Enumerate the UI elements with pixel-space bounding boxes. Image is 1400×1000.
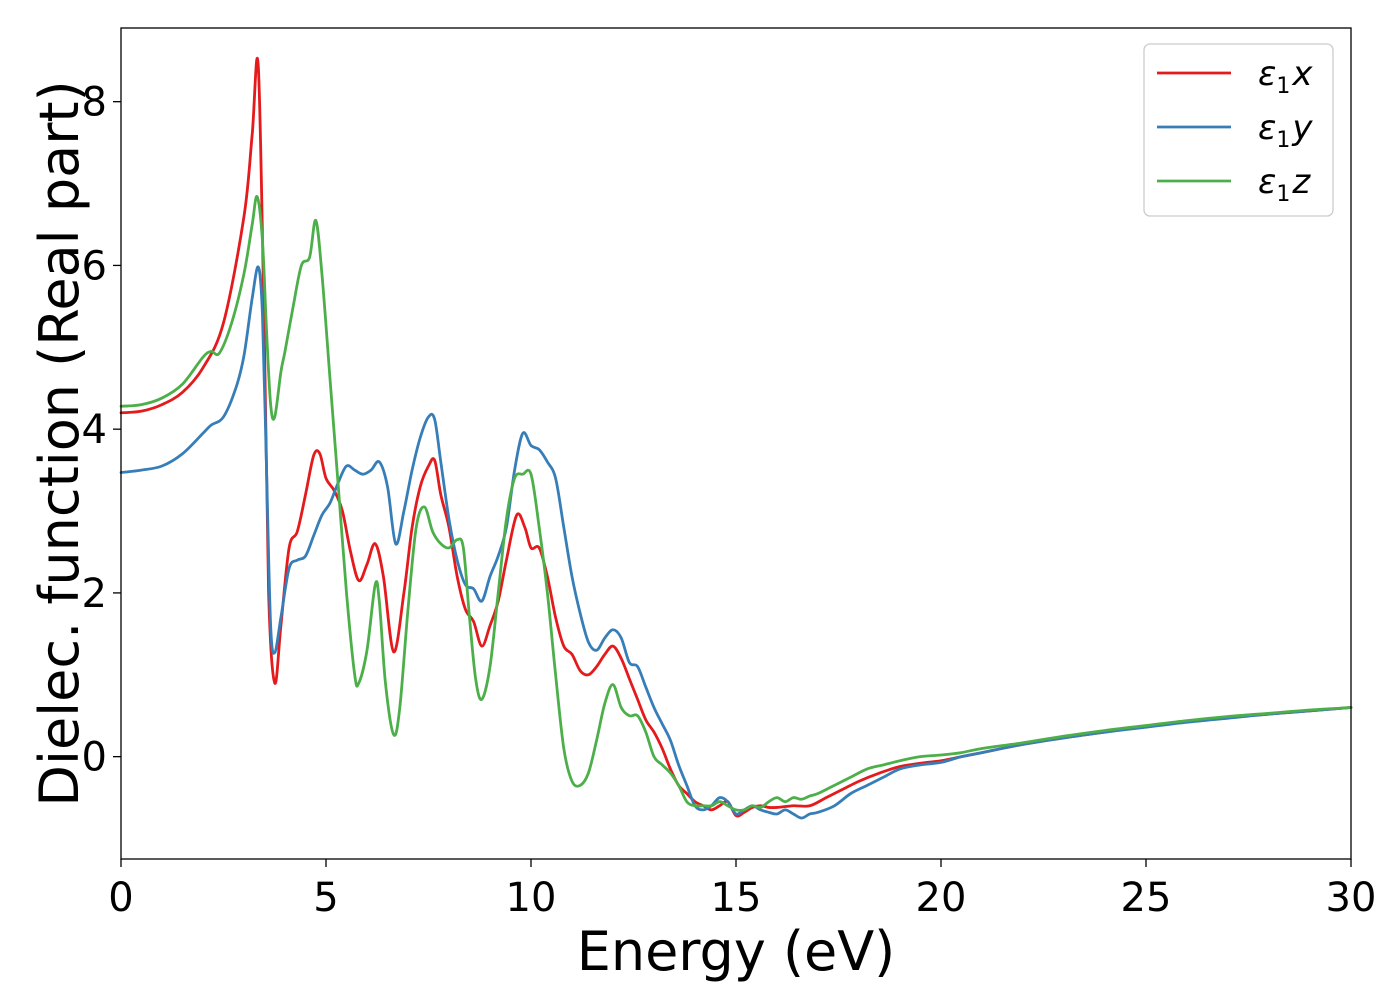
legend-label-y: ε1y (1258, 108, 1313, 153)
x-tick-label: 5 (313, 875, 338, 921)
y-axis-title: Dielec. function (Real part) (28, 80, 91, 806)
y-tick-label: 2 (82, 571, 107, 617)
legend-label-x: ε1x (1258, 54, 1313, 99)
y-axis: 0 2 4 6 8 (82, 80, 121, 781)
series-lines (119, 56, 1353, 820)
x-tick-label: 15 (711, 875, 762, 921)
legend-box (1143, 43, 1334, 217)
legend-label-z: ε1z (1258, 162, 1311, 207)
y-tick-label: 4 (82, 407, 107, 453)
x-tick-label: 0 (108, 875, 133, 921)
y-tick-label: 8 (82, 80, 107, 126)
series-line-x (119, 56, 1353, 818)
x-tick-label: 10 (506, 875, 557, 921)
x-tick-label: 20 (916, 875, 967, 921)
x-axis: 0 5 10 15 20 25 30 (108, 859, 1376, 921)
y-tick-label: 6 (82, 243, 107, 289)
x-tick-label: 25 (1121, 875, 1172, 921)
series-line-z (119, 195, 1353, 812)
x-tick-label: 30 (1326, 875, 1377, 921)
legend: ε1x ε1y ε1z (1143, 43, 1334, 217)
x-axis-title: Energy (eV) (577, 920, 896, 983)
series-line-y (119, 265, 1353, 820)
y-tick-label: 0 (82, 735, 107, 781)
